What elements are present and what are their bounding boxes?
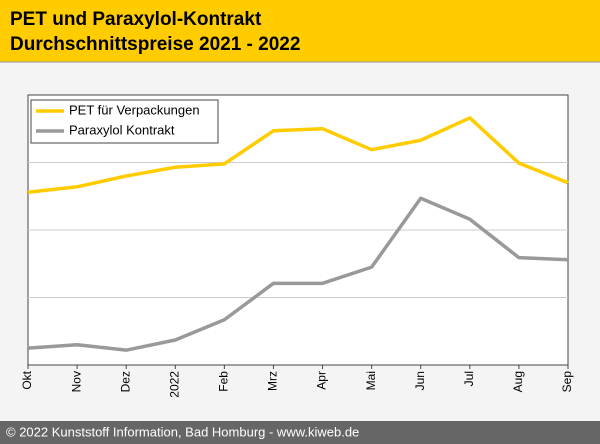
x-tick-label: Jul — [462, 371, 476, 386]
x-tick-label: Nov — [69, 371, 83, 392]
x-tick-label: Mai — [364, 371, 378, 390]
legend-label: Paraxylol Kontrakt — [69, 122, 175, 137]
chart-title: PET und Paraxylol-Kontrakt — [10, 9, 262, 30]
x-tick-label: Sep — [560, 371, 574, 393]
x-tick-label: Jun — [413, 371, 427, 390]
x-tick-label: Okt — [20, 370, 34, 389]
footer-text: © 2022 Kunststoff Information, Bad Hombu… — [6, 424, 359, 439]
x-tick-label: Dez — [118, 371, 132, 392]
footer — [0, 421, 600, 444]
x-tick-label: Apr — [315, 371, 329, 390]
chart-subtitle: Durchschnittspreise 2021 - 2022 — [10, 34, 300, 55]
x-tick-label: 2022 — [167, 371, 181, 398]
header — [0, 0, 600, 62]
legend-box — [30, 99, 219, 144]
series-line — [27, 196, 569, 352]
series-line — [27, 116, 569, 194]
legend-label: PET für Verpackungen — [69, 102, 200, 117]
x-tick-label: Mrz — [266, 371, 280, 391]
x-tick-label: Aug — [511, 371, 525, 392]
x-tick-label: Feb — [217, 371, 231, 392]
